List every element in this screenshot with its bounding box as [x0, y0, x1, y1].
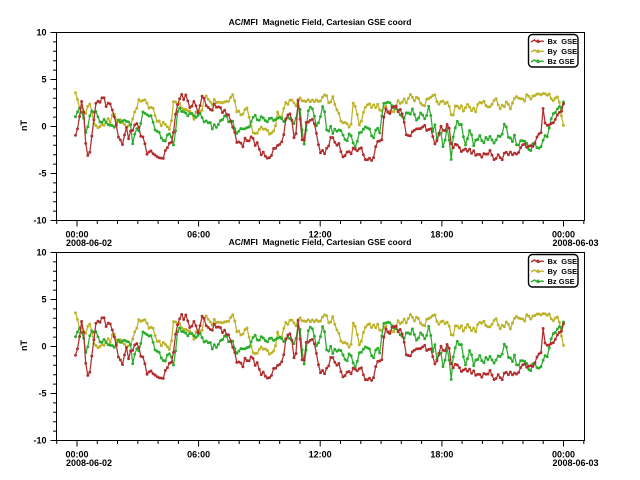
svg-text:10: 10 — [36, 248, 46, 258]
svg-text:0: 0 — [41, 342, 46, 352]
svg-text:Bx GSE: Bx GSE — [548, 257, 578, 266]
svg-text:18:00: 18:00 — [430, 230, 453, 240]
svg-text:00:00: 00:00 — [552, 450, 575, 460]
svg-text:00:00: 00:00 — [552, 230, 575, 240]
svg-text:06:00: 06:00 — [187, 450, 210, 460]
svg-text:Bz GSE: Bz GSE — [548, 277, 575, 286]
svg-text:0: 0 — [41, 122, 46, 132]
svg-text:12:00: 12:00 — [309, 450, 332, 460]
svg-text:nT: nT — [19, 340, 29, 351]
svg-text:By GSE: By GSE — [548, 267, 578, 276]
svg-text:AC/MFI Magnetic Field, Cartes: AC/MFI Magnetic Field, Cartesian GSE coo… — [229, 17, 412, 27]
svg-text:-5: -5 — [38, 389, 46, 399]
svg-text:AC/MFI Magnetic Field, Cartes: AC/MFI Magnetic Field, Cartesian GSE coo… — [229, 237, 412, 247]
svg-text:Bx GSE: Bx GSE — [548, 37, 578, 46]
svg-text:12:00: 12:00 — [309, 230, 332, 240]
svg-text:18:00: 18:00 — [430, 450, 453, 460]
svg-text:-10: -10 — [33, 216, 46, 226]
svg-text:5: 5 — [41, 75, 46, 85]
svg-text:2008-06-02: 2008-06-02 — [66, 238, 112, 248]
svg-text:-5: -5 — [38, 169, 46, 179]
svg-text:Bz GSE: Bz GSE — [548, 57, 575, 66]
svg-text:2008-06-03: 2008-06-03 — [553, 238, 599, 248]
svg-text:10: 10 — [36, 28, 46, 38]
svg-text:By GSE: By GSE — [548, 47, 578, 56]
svg-text:-10: -10 — [33, 436, 46, 446]
svg-text:06:00: 06:00 — [187, 230, 210, 240]
svg-text:2008-06-02: 2008-06-02 — [66, 458, 112, 468]
svg-text:00:00: 00:00 — [65, 450, 88, 460]
svg-text:nT: nT — [19, 120, 29, 131]
svg-text:2008-06-03: 2008-06-03 — [553, 458, 599, 468]
svg-text:00:00: 00:00 — [65, 230, 88, 240]
svg-text:5: 5 — [41, 295, 46, 305]
